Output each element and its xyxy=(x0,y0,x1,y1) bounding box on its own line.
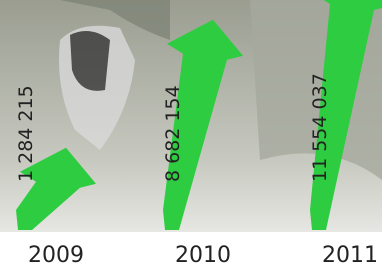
value-label: 8 682 154 xyxy=(162,85,184,182)
chart: 2009 1 284 215 2010 8 682 154 2011 11 554 037 xyxy=(0,0,382,267)
value-label: 11 554 037 xyxy=(309,73,331,182)
value-label: 1 284 215 xyxy=(15,85,37,182)
year-label: 2009 xyxy=(28,243,84,267)
year-label: 2011 xyxy=(322,243,378,267)
year-label: 2010 xyxy=(175,243,231,267)
